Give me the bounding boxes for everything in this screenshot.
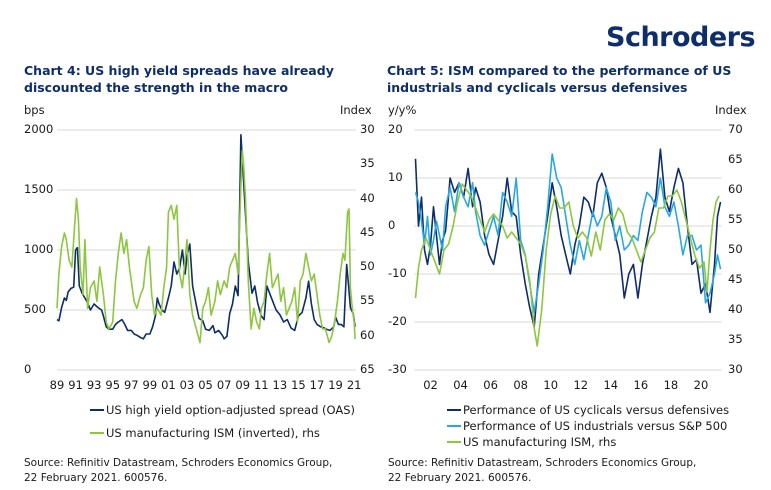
chart5-right-tick-label: 50 [728,242,743,256]
chart5-x-tick-label: 20 [693,378,709,392]
chart5-right-tick-label: 60 [728,182,743,196]
chart4-x-tick-label: 11 [253,378,269,392]
chart5-left-tick-label: 20 [388,122,403,136]
chart5-x-tick-label: 10 [543,378,559,392]
chart5-x-tick-label: 18 [663,378,679,392]
legend-swatch-oas [90,409,104,411]
chart5-right-tick-label: 65 [728,152,743,166]
schroders-logo: Schroders [606,22,756,53]
chart5-source: Source: Refinitiv Datastream, Schroders … [388,457,697,484]
legend-label: Performance of US industrials versus S&P… [463,419,728,433]
chart4-left-tick-label: 0 [24,362,32,376]
chart4-x-tick-label: 05 [198,378,213,392]
chart5-x-tick-label: 16 [633,378,649,392]
chart5-title: Chart 5: ISM compared to the performance… [387,63,732,95]
chart4-series-1-line [56,134,356,340]
chart4-x-tick-label: 89 [49,378,65,392]
chart5-x-tick-label: 08 [513,378,528,392]
legend-swatch-industrials [447,425,461,427]
legend-swatch-ism [447,441,461,443]
chart4-x-tick-label: 21 [346,378,362,392]
chart5-x-tick-label: 14 [603,378,619,392]
chart4-x-tick-label: 09 [235,378,251,392]
chart4-right-tick-label: 65 [360,362,375,376]
chart4-x-tick-label: 97 [123,378,139,392]
chart4-right-axis-unit: Index [340,103,372,117]
chart5-x-tick-label: 02 [423,378,438,392]
chart5-left-tick-label: -30 [388,362,407,376]
chart5-left-tick-label: -10 [388,266,407,280]
chart4-x-tick-label: 03 [179,378,195,392]
chart5-right-tick-label: 55 [728,212,743,226]
chart4-left-axis-unit: bps [24,103,45,117]
chart5-x-tick-label: 04 [453,378,468,392]
chart4-x-tick-label: 13 [272,378,288,392]
legend-swatch-ism [90,432,104,434]
chart5-right-tick-label: 40 [728,302,743,316]
chart4-x-tick-label: 93 [86,378,102,392]
chart4-right-tick-label: 40 [360,190,375,205]
chart4-right-tick-label: 30 [360,122,375,136]
chart5-series-2-line [414,153,722,314]
chart4-right-tick-label: 60 [360,327,375,342]
chart5-series-3-line [414,183,720,347]
chart4-x-tick-label: 01 [161,378,176,392]
chart5-right-axis-unit: Index [715,103,747,117]
chart4-legend: US high yield option-adjusted spread (OA… [90,402,355,441]
chart5-legend-item: US manufacturing ISM, rhs [447,434,729,450]
chart4-legend-item: US manufacturing ISM (inverted), rhs [90,425,355,441]
chart5-left-tick-label: 0 [388,218,396,232]
chart4-right-tick-label: 50 [360,259,375,274]
chart4-x-tick-label: 91 [68,378,83,392]
chart4-x-tick-label: 17 [309,378,325,392]
legend-label: US manufacturing ISM, rhs [463,435,617,449]
chart4-title: Chart 4: US high yield spreads have alre… [24,63,334,95]
chart4-x-tick-label: 99 [142,378,158,392]
chart5-x-tick-label: 06 [483,378,498,392]
chart5-right-tick-label: 30 [728,362,743,376]
chart4-left-tick-label: 1000 [24,242,54,256]
chart4-series-2-line [56,149,356,344]
chart5-right-tick-label: 70 [728,122,743,136]
chart4-x-tick-label: 19 [328,378,343,392]
legend-label: US manufacturing ISM (inverted), rhs [106,426,320,440]
chart4-x-tick-label: 07 [216,378,232,392]
chart5-legend-item: Performance of US cyclicals versus defen… [447,402,729,418]
chart4-legend-item: US high yield option-adjusted spread (OA… [90,402,355,418]
chart4-x-tick-label: 15 [291,378,306,392]
chart5-series-1-line [414,148,722,328]
chart4-left-tick-label: 500 [24,302,46,316]
chart5-left-tick-label: 10 [388,170,403,184]
chart4-right-tick-label: 55 [360,293,375,308]
chart5-legend: Performance of US cyclicals versus defen… [447,402,729,450]
chart4-right-tick-label: 45 [360,224,375,239]
chart5-left-axis-unit: y/y% [388,103,417,117]
chart5-right-tick-label: 45 [728,272,743,286]
chart5-x-tick-label: 12 [573,378,589,392]
chart5-left-tick-label: -20 [388,314,407,328]
legend-label: Performance of US cyclicals versus defen… [463,403,730,417]
chart4-x-tick-label: 95 [105,378,121,392]
chart4-left-tick-label: 1500 [24,182,54,196]
chart5-legend-item: Performance of US industrials versus S&P… [447,418,729,434]
chart4-left-tick-label: 2000 [24,122,54,136]
chart4-source: Source: Refinitiv Datastream, Schroders … [24,457,333,484]
chart4-right-tick-label: 35 [360,156,375,171]
chart5-right-tick-label: 35 [728,332,743,346]
legend-swatch-cyclicals [447,409,461,411]
legend-label: US high yield option-adjusted spread (OA… [106,403,356,417]
